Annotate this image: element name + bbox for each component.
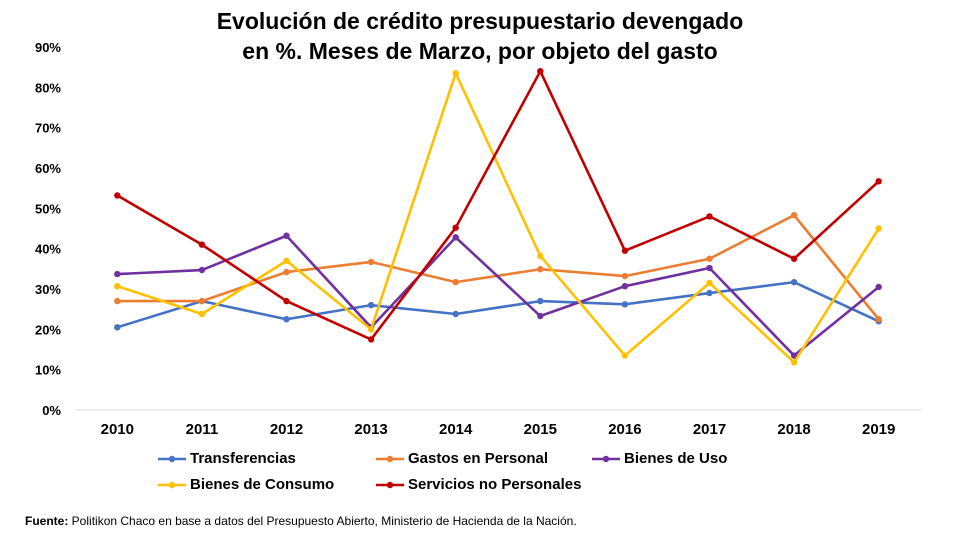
data-point-bienes-de-uso	[283, 232, 290, 239]
legend-swatch	[592, 455, 620, 462]
legend-label: Transferencias	[190, 450, 296, 467]
data-point-gastos-en-personal	[875, 316, 882, 323]
data-point-transferencias	[283, 316, 290, 323]
data-point-gastos-en-personal	[114, 297, 121, 305]
data-point-bienes-de-consumo	[367, 326, 375, 333]
data-point-bienes-de-consumo	[537, 252, 544, 260]
data-point-servicios-no-personales	[875, 178, 882, 185]
data-point-gastos-en-personal	[537, 266, 544, 273]
data-point-bienes-de-uso	[790, 352, 798, 359]
series-line-transferencias	[116, 280, 880, 329]
legend-swatch-marker	[168, 455, 176, 462]
data-point-transferencias	[452, 310, 459, 318]
legend-swatch-marker	[602, 455, 610, 462]
series-line-bienes-de-uso	[117, 234, 880, 357]
data-point-servicios-no-personales	[621, 247, 629, 254]
data-point-bienes-de-uso	[114, 270, 121, 278]
y-tick-label: 30%	[35, 282, 61, 297]
y-tick-label: 20%	[35, 322, 61, 337]
data-point-bienes-de-uso	[875, 283, 882, 291]
x-tick-label: 2017	[693, 421, 726, 438]
source-label: Fuente:	[25, 514, 69, 528]
data-point-bienes-de-consumo	[790, 359, 798, 366]
y-tick-label: 0%	[42, 403, 61, 418]
y-tick-label: 70%	[35, 121, 61, 136]
data-point-bienes-de-uso	[621, 282, 629, 290]
x-tick-label: 2012	[270, 421, 303, 438]
data-point-servicios-no-personales	[452, 224, 459, 231]
data-point-servicios-no-personales	[537, 68, 544, 75]
y-tick-label: 80%	[35, 80, 61, 95]
legend-swatch-marker	[386, 481, 394, 488]
data-point-bienes-de-consumo	[621, 352, 629, 359]
data-point-bienes-de-uso	[452, 234, 459, 241]
x-tick-label: 2018	[777, 421, 810, 438]
series-line-bienes-de-consumo	[116, 71, 880, 364]
data-point-bienes-de-consumo	[283, 257, 290, 264]
x-tick-label: 2011	[186, 421, 219, 438]
legend-swatch	[376, 481, 404, 488]
data-point-servicios-no-personales	[367, 336, 375, 343]
data-point-transferencias	[790, 278, 798, 286]
data-point-gastos-en-personal	[198, 297, 206, 305]
data-point-transferencias	[706, 289, 713, 297]
data-point-servicios-no-personales	[790, 255, 798, 262]
y-tick-label: 10%	[35, 363, 61, 378]
x-tick-label: 2014	[439, 421, 473, 438]
data-point-transferencias	[114, 324, 121, 331]
y-tick-label: 40%	[35, 242, 61, 257]
chart-subtitle: en %. Meses de Marzo, por objeto del gas…	[242, 38, 718, 64]
legend-item: Transferencias	[158, 450, 296, 467]
data-point-bienes-de-consumo	[452, 70, 459, 77]
legend-swatch-marker	[386, 455, 394, 462]
data-point-servicios-no-personales	[198, 241, 206, 248]
legend-swatch-marker	[168, 481, 176, 488]
x-tick-label: 2015	[524, 421, 557, 438]
data-point-bienes-de-consumo	[114, 282, 121, 290]
legend-label: Gastos en Personal	[408, 450, 549, 467]
data-point-transferencias	[537, 297, 544, 305]
data-point-gastos-en-personal	[706, 255, 713, 262]
data-point-servicios-no-personales	[283, 297, 290, 305]
legend-label: Bienes de Uso	[624, 450, 728, 467]
data-point-bienes-de-consumo	[198, 310, 206, 318]
legend-swatch	[376, 455, 404, 462]
data-point-bienes-de-uso	[706, 264, 713, 272]
data-point-gastos-en-personal	[367, 258, 375, 266]
legend-item: Gastos en Personal	[376, 450, 548, 467]
data-point-gastos-en-personal	[452, 278, 459, 286]
data-point-servicios-no-personales	[706, 213, 713, 220]
y-tick-label: 90%	[35, 40, 61, 55]
chart-title: Evolución de crédito presupuestario deve…	[216, 8, 744, 34]
data-point-bienes-de-consumo	[706, 279, 713, 287]
x-tick-label: 2016	[608, 421, 641, 438]
y-tick-label: 50%	[35, 201, 61, 216]
y-tick-label: 60%	[35, 161, 61, 176]
data-point-bienes-de-uso	[198, 266, 206, 274]
series-line-servicios-no-personales	[116, 69, 880, 341]
legend-swatch	[158, 481, 186, 488]
data-point-servicios-no-personales	[114, 192, 121, 199]
data-point-bienes-de-uso	[537, 312, 544, 320]
legend-label: Servicios no Personales	[408, 476, 582, 493]
series-line-gastos-en-personal	[117, 213, 880, 321]
legend-label: Bienes de Consumo	[190, 476, 335, 493]
legend-item: Servicios no Personales	[376, 476, 581, 493]
data-point-bienes-de-consumo	[875, 225, 882, 232]
data-point-gastos-en-personal	[621, 272, 629, 280]
data-point-gastos-en-personal	[790, 211, 798, 219]
data-point-transferencias	[367, 301, 375, 309]
legend-item: Bienes de Uso	[592, 450, 727, 467]
x-tick-label: 2013	[354, 421, 387, 438]
x-tick-label: 2010	[101, 421, 134, 438]
source-text: Politikon Chaco en base a datos del Pres…	[68, 514, 577, 528]
x-tick-label: 2019	[862, 421, 895, 438]
source-note: Fuente: Politikon Chaco en base a datos …	[25, 514, 577, 528]
legend-item: Bienes de Consumo	[158, 476, 334, 493]
data-point-transferencias	[621, 301, 629, 308]
data-point-gastos-en-personal	[283, 268, 290, 276]
legend-swatch	[158, 455, 186, 462]
